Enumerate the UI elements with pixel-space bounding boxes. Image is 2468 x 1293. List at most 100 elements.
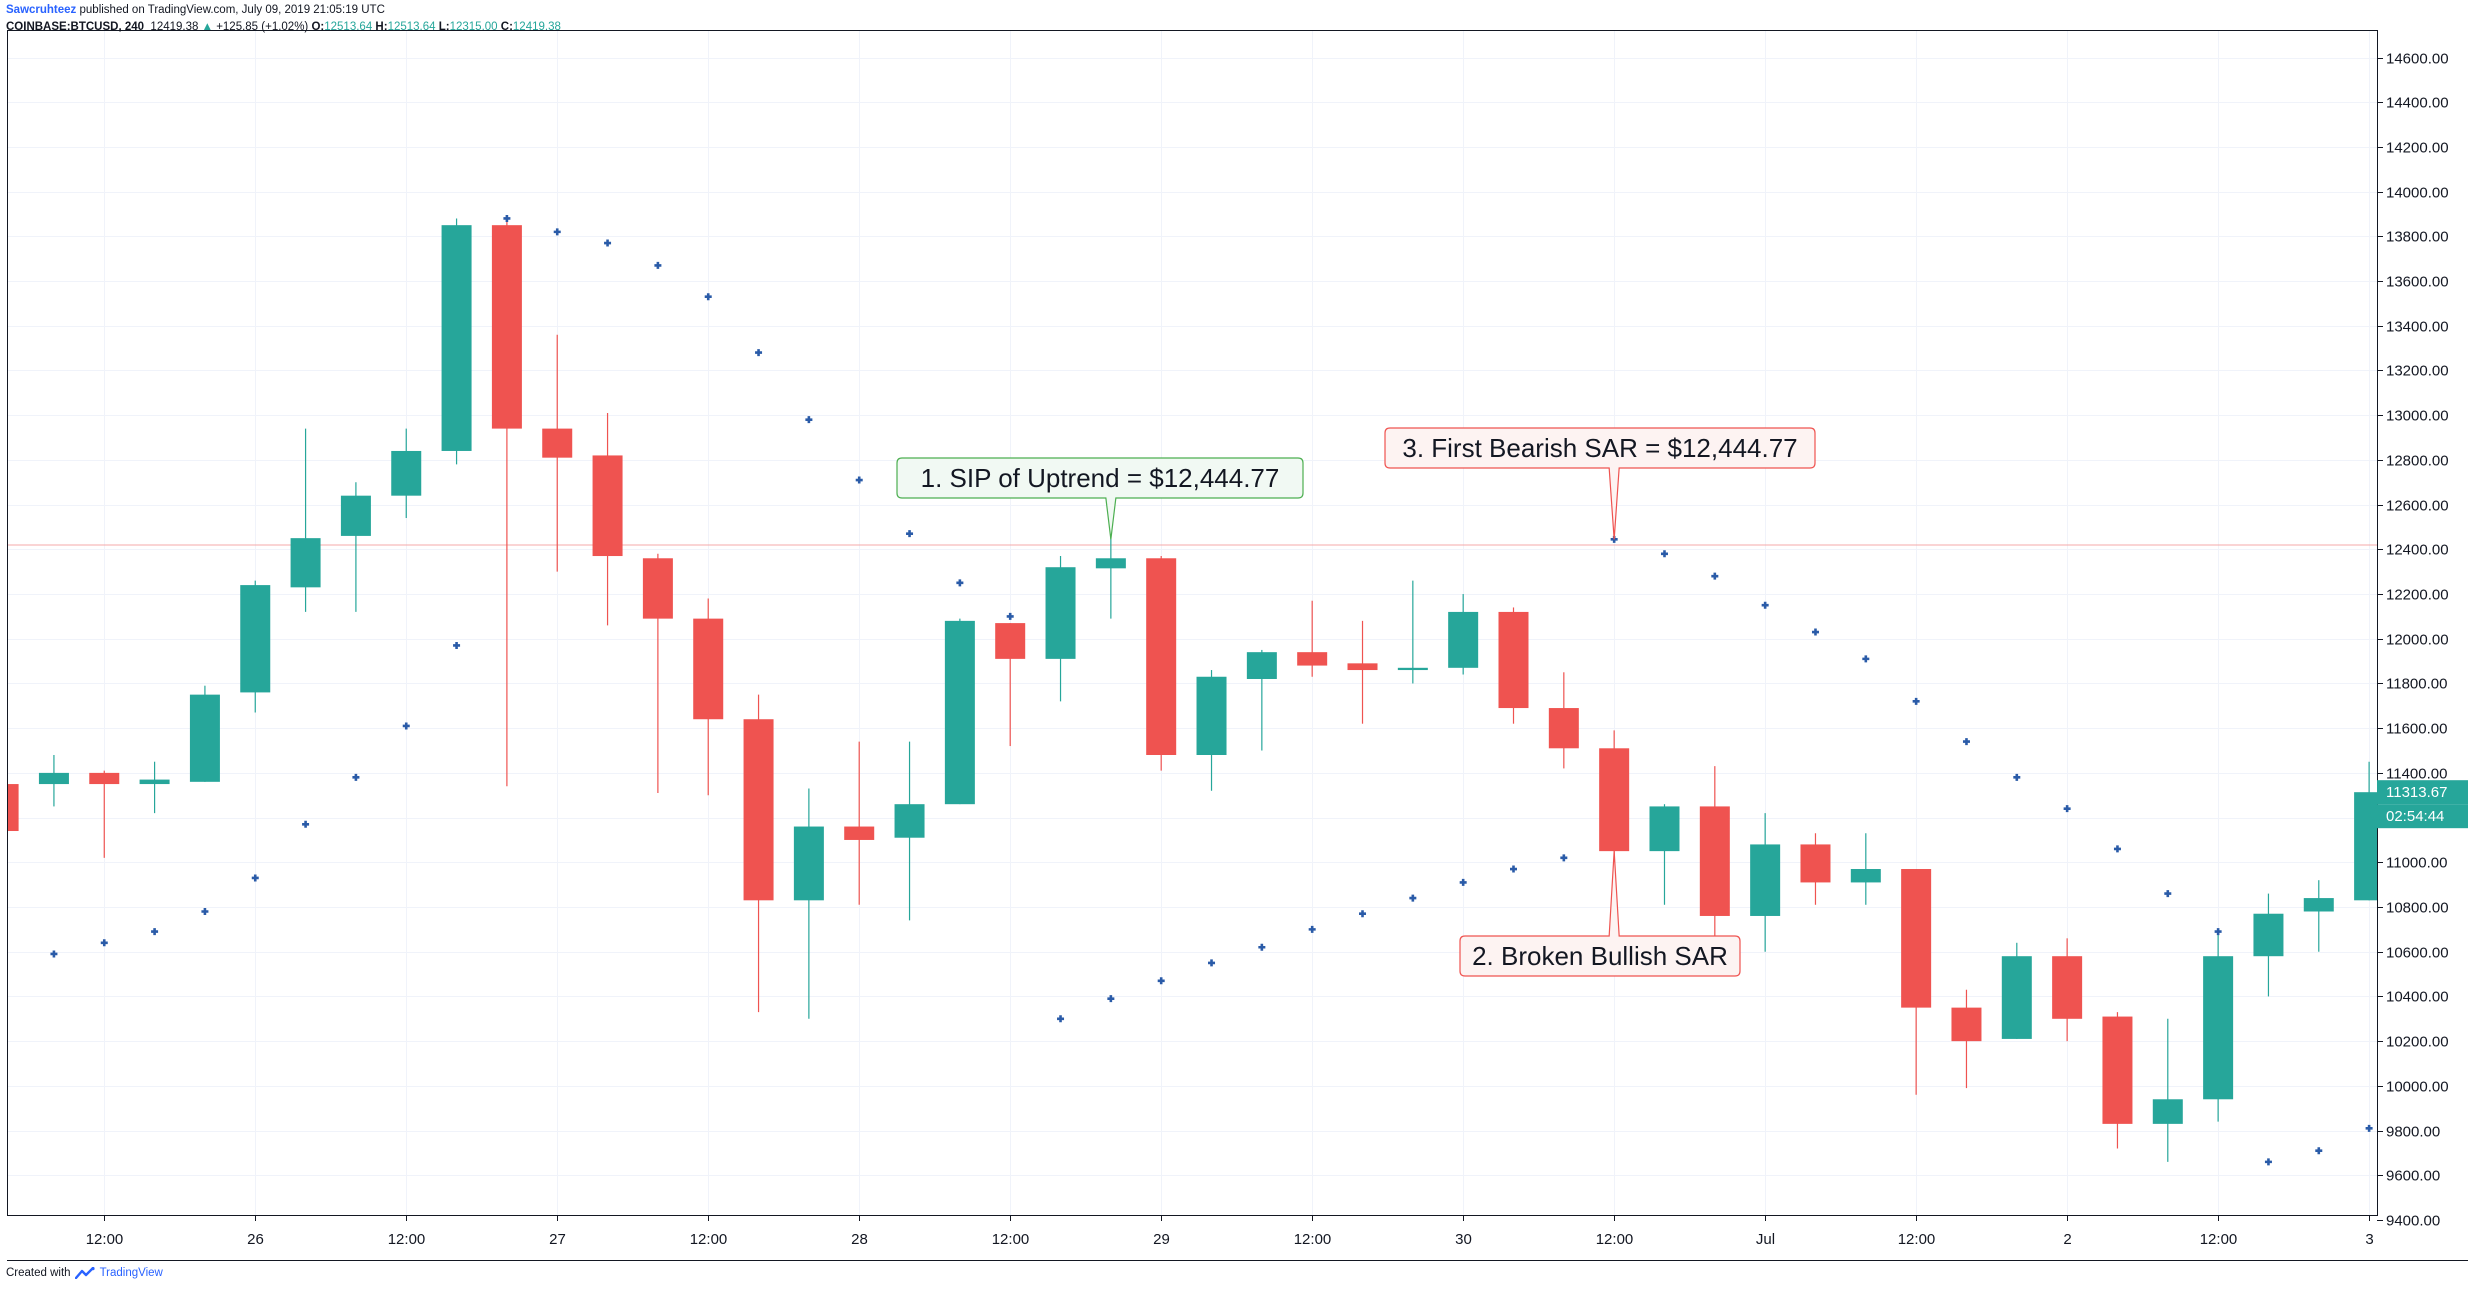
candle-body xyxy=(2152,1099,2183,1124)
candle-up xyxy=(391,428,422,519)
price-tick-label: 11400.00 xyxy=(2386,766,2447,783)
sar-dot xyxy=(553,228,561,236)
price-tick-label: 14600.00 xyxy=(2386,51,2449,68)
low-label: L: xyxy=(438,21,450,33)
time-tick-label: 12:00 xyxy=(992,1231,1030,1248)
sar-dot xyxy=(855,476,863,484)
candle-body xyxy=(139,779,170,785)
candle-up xyxy=(1246,649,1277,751)
candle-up xyxy=(2001,942,2032,1039)
annotation-box xyxy=(1384,427,1816,540)
candle-up xyxy=(441,218,472,465)
candle-down xyxy=(1347,620,1378,724)
price-tick-label: 9400.00 xyxy=(2386,1213,2440,1230)
grid-lines xyxy=(8,31,2377,1215)
price-axis[interactable]: 9400.00 9600.00 9800.00 10000.00 10200.00 104… xyxy=(2377,51,2449,1230)
annotation-callout: 3. First Bearish SAR = $12,444.77 xyxy=(1384,427,1816,540)
sar-dot xyxy=(1006,612,1014,620)
price-tick-label: 13800.00 xyxy=(2386,229,2449,246)
time-tick-label: 12:00 xyxy=(1596,1231,1634,1248)
price-tick-label: 14200.00 xyxy=(2386,140,2449,157)
candle-body xyxy=(1095,558,1126,569)
time-tick-label: 28 xyxy=(851,1231,868,1248)
annotations: 1. SIP of Uptrend = $12,444.77 3. First B… xyxy=(896,427,1816,977)
candle-down xyxy=(1699,766,1730,941)
candle-up xyxy=(1397,580,1428,684)
candle-up xyxy=(793,788,824,1019)
time-tick-label: 12:00 xyxy=(86,1231,124,1248)
time-tick-label: 30 xyxy=(1455,1231,1472,1248)
candle-up xyxy=(944,618,975,805)
last-price-badge-text: 11313.67 xyxy=(2386,784,2447,801)
candle-body xyxy=(1146,558,1177,755)
sar-dot xyxy=(100,939,108,947)
sar-dot xyxy=(2264,1158,2272,1166)
price-tick-label: 10200.00 xyxy=(2386,1034,2449,1051)
time-axis[interactable]: 12:00 26 12:00 27 12:00 28 12:00 29 12:00 30 12:00… xyxy=(86,1215,2374,1248)
sar-dot xyxy=(2365,1124,2373,1132)
price-tick-label: 11800.00 xyxy=(2386,676,2447,693)
sar-dot xyxy=(1107,995,1115,1003)
candle-down xyxy=(592,412,623,626)
sar-dot xyxy=(352,773,360,781)
author-name[interactable]: Sawcruhteez xyxy=(6,4,77,16)
parabolic-sar xyxy=(0,214,2373,1166)
time-tick-label: 12:00 xyxy=(690,1231,728,1248)
candle-body xyxy=(642,558,673,619)
change-arrow-icon: ▲ xyxy=(201,21,213,33)
sar-dot xyxy=(2013,773,2021,781)
countdown-badge-text: 02:54:44 xyxy=(2386,808,2444,825)
candle-up xyxy=(1095,523,1126,619)
candle-up xyxy=(240,580,271,713)
time-tick-label: 29 xyxy=(1153,1231,1170,1248)
candle-body xyxy=(1649,806,1680,852)
candle-body xyxy=(2253,913,2284,957)
created-with-label: Created with xyxy=(6,1267,71,1279)
candle-body xyxy=(2203,956,2234,1100)
candle-body xyxy=(1246,652,1277,679)
candle-up xyxy=(290,428,321,612)
candle-body xyxy=(2052,956,2083,1019)
candle-body xyxy=(391,450,422,496)
candle-down xyxy=(1599,730,1630,881)
price-tick-label: 10000.00 xyxy=(2386,1079,2449,1096)
sar-dot xyxy=(1912,697,1920,705)
sar-dot xyxy=(402,722,410,730)
candle-down xyxy=(642,553,673,794)
price-tick-label: 11600.00 xyxy=(2386,721,2447,738)
sar-dot xyxy=(151,928,159,936)
candle-down xyxy=(995,623,1026,747)
candle-up xyxy=(340,482,371,612)
candle-body xyxy=(592,455,623,557)
sar-dot xyxy=(1711,572,1719,580)
price-tick-label: 13200.00 xyxy=(2386,363,2449,380)
time-tick-label: 3 xyxy=(2365,1231,2373,1248)
sar-dot xyxy=(251,874,259,882)
candle-body xyxy=(189,694,220,782)
sar-dot xyxy=(805,416,813,424)
sar-dot xyxy=(0,962,7,969)
annotation-text: 3. First Bearish SAR = $12,444.77 xyxy=(1402,433,1797,463)
candle-up xyxy=(2303,880,2334,952)
price-tick-label: 13600.00 xyxy=(2386,274,2449,291)
sar-dot xyxy=(906,530,914,538)
candle-body xyxy=(1800,844,1831,883)
sar-dot xyxy=(755,349,763,357)
time-tick-label: 27 xyxy=(549,1231,566,1248)
candle-up xyxy=(1448,594,1479,675)
sar-dot xyxy=(654,261,662,269)
tradingview-link[interactable]: TradingView xyxy=(74,1267,163,1279)
sar-dot xyxy=(1258,943,1266,951)
candle-down xyxy=(542,334,573,572)
candle-body xyxy=(743,719,774,901)
candle-body xyxy=(844,826,875,840)
sar-dot xyxy=(2164,890,2172,898)
annotation-text: 1. SIP of Uptrend = $12,444.77 xyxy=(921,463,1280,493)
sar-dot xyxy=(2315,1147,2323,1155)
price-tick-label: 12000.00 xyxy=(2386,632,2449,649)
price-tick-label: 10800.00 xyxy=(2386,900,2449,917)
candle-body xyxy=(995,623,1026,659)
candle-body xyxy=(1347,663,1378,671)
sar-dot xyxy=(503,214,511,222)
